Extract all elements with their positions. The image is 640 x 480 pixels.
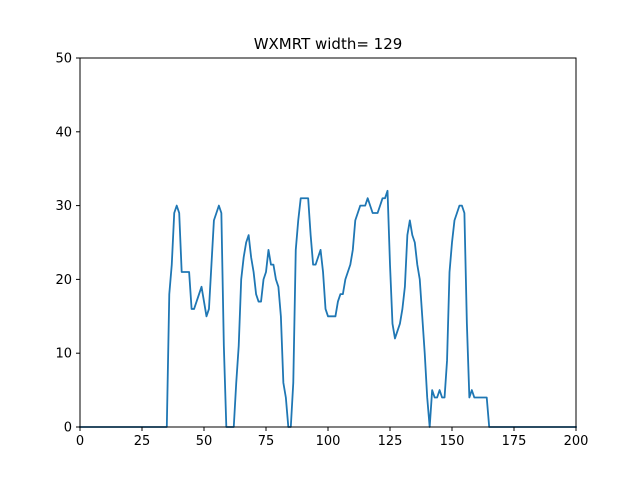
x-tick-label: 100 <box>316 434 341 449</box>
y-tick-label: 40 <box>55 125 72 140</box>
chart-title: WXMRT width= 129 <box>254 35 403 53</box>
x-tick-label: 175 <box>502 434 527 449</box>
series-line-0 <box>79 189 577 428</box>
y-tick-label: 0 <box>64 421 72 436</box>
x-tick-label: 75 <box>258 434 275 449</box>
x-tick-label: 0 <box>76 434 84 449</box>
x-tick-label: 150 <box>440 434 465 449</box>
y-tick-label: 50 <box>55 52 72 67</box>
x-tick-label: 25 <box>134 434 151 449</box>
x-tick-label: 200 <box>564 434 589 449</box>
y-tick-label: 20 <box>55 273 72 288</box>
y-tick-label: 10 <box>55 347 72 362</box>
x-tick-label: 125 <box>378 434 403 449</box>
x-tick-label: 50 <box>196 434 213 449</box>
plot-area <box>80 58 576 427</box>
y-tick-label: 30 <box>55 199 72 214</box>
